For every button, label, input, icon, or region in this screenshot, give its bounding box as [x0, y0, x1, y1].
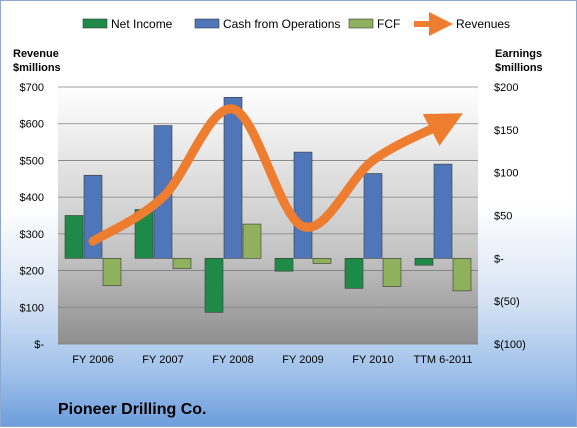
legend-swatch-net-income [82, 18, 108, 29]
bar-net-income [64, 215, 84, 259]
category-label: FY 2006 [72, 354, 113, 366]
bar-net-income [414, 258, 434, 266]
bar-fcf [382, 258, 402, 287]
revenue-line-path [88, 104, 463, 246]
right-axis-tick-label: $100 [494, 168, 518, 180]
category-label: FY 2007 [142, 354, 183, 366]
bar-net-income [344, 258, 364, 289]
right-axis-ticks: $(100) $(50) $- $50 $100 $150 $200 [494, 82, 526, 351]
right-axis-tick-label: $150 [494, 125, 518, 137]
bar-fcf [102, 258, 122, 287]
legend-label-fcf: FCF [377, 17, 400, 31]
left-axis-tick-label: $- [34, 339, 44, 351]
bar-fcf [172, 258, 192, 269]
category-label: FY 2010 [352, 354, 393, 366]
left-axis-tick-label: $500 [20, 155, 44, 167]
bar-cash-from-operations [363, 173, 383, 259]
category-label: FY 2008 [212, 354, 253, 366]
company-name: Pioneer Drilling Co. [58, 401, 206, 418]
bar-net-income [274, 258, 294, 272]
category-labels: FY 2006 FY 2007 FY 2008 FY 2009 FY 2010 TTM 6… [72, 354, 472, 366]
right-axis-tick-label: $200 [494, 82, 518, 94]
left-axis-tick-label: $600 [20, 119, 44, 131]
bar-net-income [204, 258, 224, 313]
category-label: FY 2009 [282, 354, 323, 366]
left-axis-ticks: $- $100 $200 $300 $400 $500 $600 $700 [20, 82, 45, 351]
left-axis-tick-label: $700 [20, 82, 44, 94]
bar-fcf [242, 223, 262, 259]
revenue-line [88, 104, 463, 246]
bar-fcf [312, 258, 332, 264]
gridlines [58, 86, 478, 345]
left-axis-tick-label: $300 [20, 229, 44, 241]
right-axis-tick-label: $(100) [494, 339, 526, 351]
left-axis-tick-label: $400 [20, 192, 44, 204]
left-axis-tick-label: $100 [20, 302, 44, 314]
right-axis-tick-label: $- [494, 253, 504, 265]
plot-area [58, 87, 478, 344]
right-axis-tick-label: $(50) [494, 296, 520, 308]
right-axis-title-line2: $millions [495, 62, 543, 74]
bar-fcf [452, 258, 472, 292]
category-label: TTM 6-2011 [413, 354, 472, 366]
bar-cash-from-operations [433, 163, 453, 259]
legend-label-cash-from-operations: Cash from Operations [223, 17, 340, 31]
left-axis-title-line1: Revenue [13, 48, 59, 60]
legend: Net Income Cash from Operations FCF Revenue… [82, 12, 510, 36]
legend-swatch-cash-from-operations [194, 18, 220, 29]
right-axis-title-line1: Earnings [495, 48, 542, 60]
bar-cash-from-operations [293, 151, 313, 259]
left-axis-tick-label: $200 [20, 266, 44, 278]
legend-label-revenues: Revenues [456, 17, 510, 31]
bar-cash-from-operations [223, 96, 243, 259]
left-axis-title-line2: $millions [13, 62, 61, 74]
legend-label-net-income: Net Income [111, 17, 173, 31]
bar-cash-from-operations [83, 174, 103, 259]
legend-swatch-fcf [348, 18, 374, 29]
right-axis-tick-label: $50 [494, 211, 512, 223]
